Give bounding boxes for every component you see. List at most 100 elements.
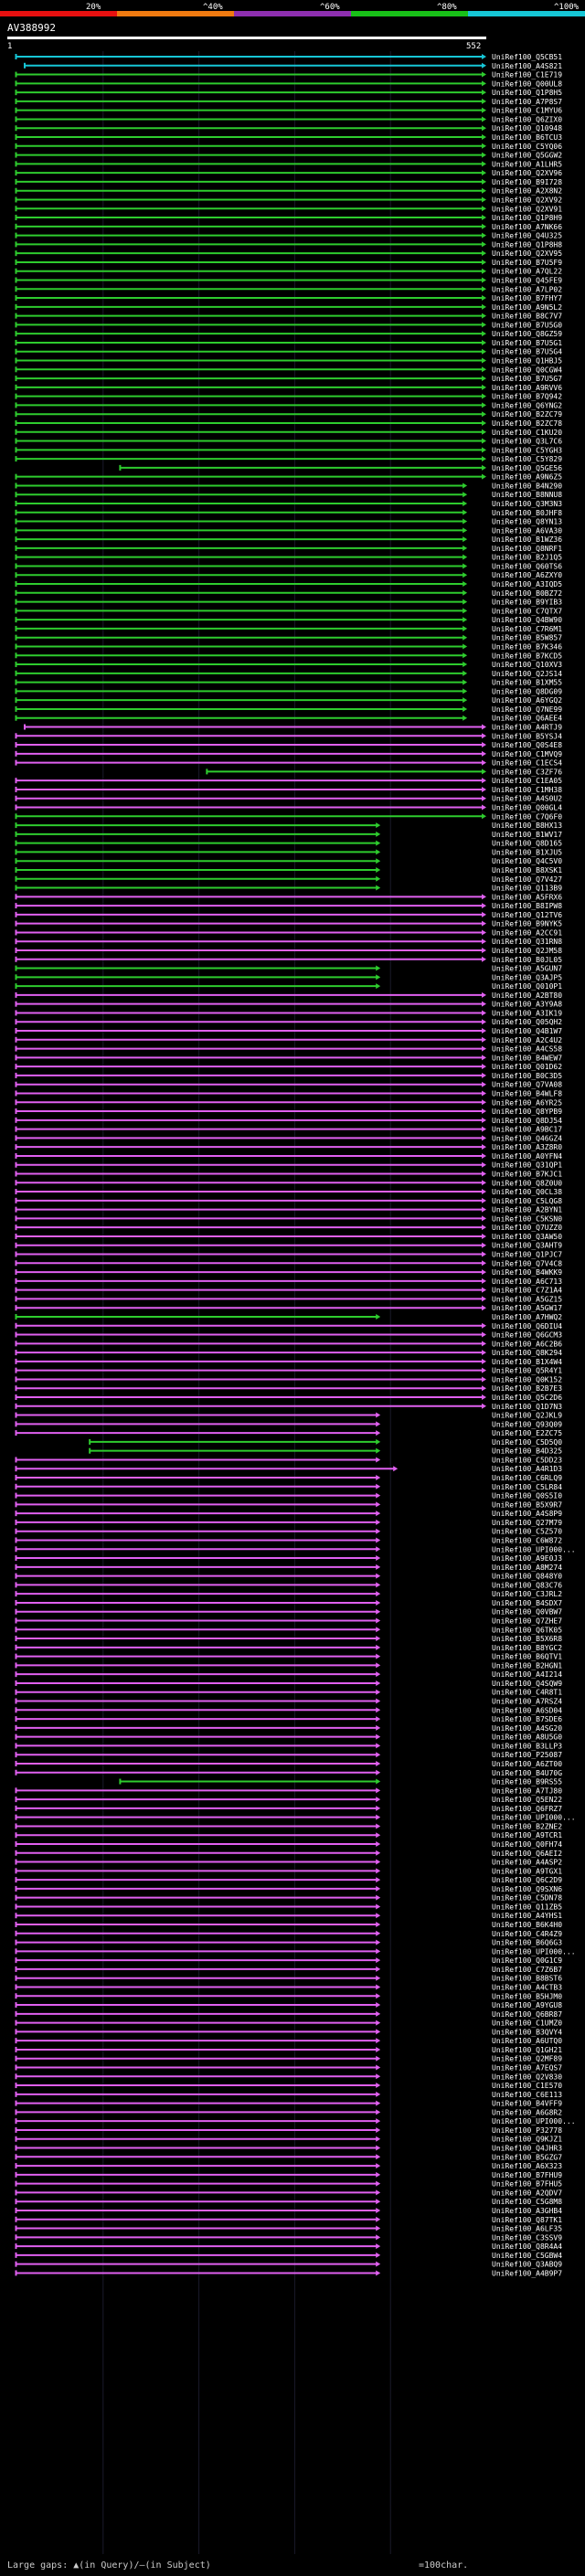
hit-label[interactable]: UniRef100_A0YFN4 [492,1152,562,1161]
hit-row[interactable]: UniRef100_Q8K294 [15,1349,562,1357]
hit-label[interactable]: UniRef100_Q46GZ4 [492,1134,562,1142]
hit-row[interactable]: UniRef100_C7R6M1 [15,625,562,633]
hit-label[interactable]: UniRef100_Q6BR87 [492,2010,562,2019]
hit-row[interactable]: UniRef100_Q2XV92 [15,196,562,204]
hit-label[interactable]: UniRef100_Q2JM58 [492,947,562,955]
hit-label[interactable]: UniRef100_Q5GE56 [492,464,562,472]
hit-label[interactable]: UniRef100_Q2XV95 [492,249,562,258]
hit-row[interactable]: UniRef100_Q6YNG2 [15,401,562,409]
hit-label[interactable]: UniRef100_C6E113 [492,2091,562,2099]
hit-label[interactable]: UniRef100_B2ZC79 [492,410,562,419]
hit-label[interactable]: UniRef100_B5YSJ4 [492,732,562,740]
hit-row[interactable]: UniRef100_A3Y9A8 [15,1001,562,1009]
hit-label[interactable]: UniRef100_A9BC17 [492,1126,562,1134]
hit-label[interactable]: UniRef100_B2ZC78 [492,419,562,428]
hit-row[interactable]: UniRef100_A4B9P7 [15,2269,562,2277]
hit-row[interactable]: UniRef100_Q4BW90 [15,616,562,624]
hit-row[interactable]: UniRef100_B7KJC1 [15,1171,562,1179]
hit-row[interactable]: UniRef100_B9I728 [15,178,562,186]
hit-row[interactable]: UniRef100_Q6AEI2 [15,1850,562,1858]
hit-row[interactable]: UniRef100_C3SSV9 [15,2233,562,2242]
hit-label[interactable]: UniRef100_A6ZT00 [492,1760,562,1768]
hit-label[interactable]: UniRef100_C4R8T1 [492,1689,562,1697]
hit-label[interactable]: UniRef100_A7QL22 [492,268,562,276]
hit-row[interactable]: UniRef100_Q00GL4 [15,804,562,812]
hit-label[interactable]: UniRef100_A3IQD5 [492,580,562,588]
hit-label[interactable]: UniRef100_C5DD23 [492,1456,562,1464]
hit-row[interactable]: UniRef100_C5DD23 [15,1456,562,1464]
hit-label[interactable]: UniRef100_Q4C5V0 [492,857,562,865]
hit-row[interactable]: UniRef100_Q8YPB9 [15,1108,562,1116]
hit-label[interactable]: UniRef100_B7U5G4 [492,348,562,356]
hit-label[interactable]: UniRef100_A6YGQ2 [492,696,562,705]
hit-row[interactable]: UniRef100_Q6C2D9 [15,1876,562,1884]
hit-label[interactable]: UniRef100_Q2MF89 [492,2055,562,2063]
hit-label[interactable]: UniRef100_Q5C2D6 [492,1394,562,1402]
hit-label[interactable]: UniRef100_Q10948 [492,124,562,133]
hit-label[interactable]: UniRef100_C5LR84 [492,1483,562,1491]
hit-label[interactable]: UniRef100_Q3AW50 [492,1233,562,1241]
hit-row[interactable]: UniRef100_Q010P1 [15,982,562,991]
hit-row[interactable]: UniRef100_Q3AHT9 [15,1242,562,1250]
hit-label[interactable]: UniRef100_C1MYU6 [492,107,562,115]
hit-row[interactable]: UniRef100_UPI000... [15,1947,576,1956]
hit-row[interactable]: UniRef100_B7U5G0 [15,321,562,329]
hit-label[interactable]: UniRef100_A7LP02 [492,285,562,293]
hit-row[interactable]: UniRef100_A6ZT00 [15,1760,562,1768]
hit-row[interactable]: UniRef100_C5YQ06 [15,143,562,151]
hit-row[interactable]: UniRef100_A9BC17 [15,1126,562,1134]
hit-label[interactable]: UniRef100_A6X323 [492,2162,562,2170]
hit-row[interactable]: UniRef100_Q1P8H8 [15,240,562,249]
hit-row[interactable]: UniRef100_B9RS55 [119,1778,562,1786]
hit-row[interactable]: UniRef100_B6TCU3 [15,133,562,142]
hit-row[interactable]: UniRef100_C5GBW4 [15,2252,562,2260]
hit-row[interactable]: UniRef100_Q2MF89 [15,2055,562,2063]
hit-label[interactable]: UniRef100_Q7NE99 [492,705,562,714]
hit-row[interactable]: UniRef100_A6UTQ0 [15,2037,562,2045]
hit-row[interactable]: UniRef100_A3Z8R0 [15,1143,562,1151]
hit-row[interactable]: UniRef100_B3LLP3 [15,1742,562,1750]
hit-row[interactable]: UniRef100_B4SDX7 [15,1599,562,1607]
hit-label[interactable]: UniRef100_Q6GCM3 [492,1331,562,1340]
hit-row[interactable]: UniRef100_Q7V427 [15,875,562,884]
hit-label[interactable]: UniRef100_Q4JHR3 [492,2145,562,2153]
hit-row[interactable]: UniRef100_Q7NE99 [15,705,562,714]
hit-label[interactable]: UniRef100_A5GW17 [492,1304,562,1312]
hit-label[interactable]: UniRef100_A3Z8R0 [492,1143,562,1151]
hit-row[interactable]: UniRef100_Q4C5V0 [15,857,562,865]
hit-row[interactable]: UniRef100_B5YSJ4 [15,732,562,740]
hit-label[interactable]: UniRef100_C6W872 [492,1536,562,1544]
hit-label[interactable]: UniRef100_Q0FH74 [492,1840,562,1849]
hit-label[interactable]: UniRef100_B6TCU3 [492,133,562,142]
hit-row[interactable]: UniRef100_Q1P8H9 [15,214,562,222]
hit-label[interactable]: UniRef100_Q3M3N3 [492,500,562,508]
hit-label[interactable]: UniRef100_A2X8N2 [492,187,562,196]
hit-row[interactable]: UniRef100_A7TJ80 [15,1786,562,1795]
hit-row[interactable]: UniRef100_A9YGU8 [15,2001,562,2009]
hit-label[interactable]: UniRef100_C3ZF76 [492,768,562,776]
hit-label[interactable]: UniRef100_B4N290 [492,482,562,490]
hit-row[interactable]: UniRef100_Q2XV95 [15,249,562,258]
hit-row[interactable]: UniRef100_A7QL22 [15,268,562,276]
hit-row[interactable]: UniRef100_Q113B9 [15,885,562,893]
hit-row[interactable]: UniRef100_Q3AJP5 [15,973,562,981]
hit-label[interactable]: UniRef100_Q31RN8 [492,938,562,946]
hit-label[interactable]: UniRef100_A3GHB4 [492,2207,562,2215]
hit-label[interactable]: UniRef100_B4WEW7 [492,1054,562,1062]
hit-label[interactable]: UniRef100_Q45FE9 [492,277,562,285]
hit-row[interactable]: UniRef100_B9NYK5 [15,920,562,928]
hit-label[interactable]: UniRef100_A6C2B6 [492,1340,562,1348]
hit-row[interactable]: UniRef100_B7U5G1 [15,339,562,347]
hit-row[interactable]: UniRef100_B4D325 [89,1447,562,1456]
hit-label[interactable]: UniRef100_Q1PJC7 [492,1251,562,1259]
hit-row[interactable]: UniRef100_B2ZNE2 [15,1822,562,1830]
hit-row[interactable]: UniRef100_Q4SQW9 [15,1680,562,1688]
hit-row[interactable]: UniRef100_UPI000... [15,1814,576,1822]
hit-label[interactable]: UniRef100_Q10XV3 [492,661,562,669]
hit-label[interactable]: UniRef100_C3JRL2 [492,1590,562,1598]
hit-row[interactable]: UniRef100_A4S0U2 [15,795,562,803]
hit-label[interactable]: UniRef100_P32778 [492,2126,562,2135]
hit-row[interactable]: UniRef100_Q8DG09 [15,687,562,695]
hit-label[interactable]: UniRef100_A9TGX1 [492,1867,562,1875]
hit-label[interactable]: UniRef100_B4SDX7 [492,1599,562,1607]
